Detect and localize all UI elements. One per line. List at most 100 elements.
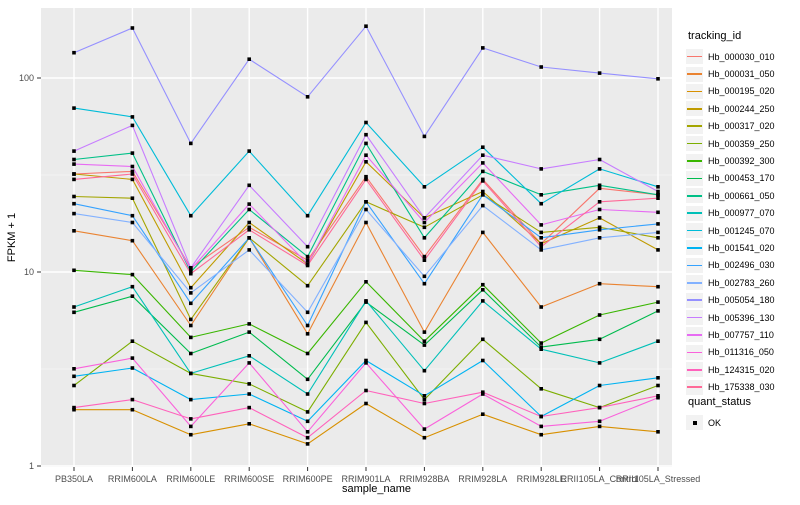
data-point-marker [656, 248, 660, 252]
data-point-marker [422, 274, 427, 279]
legend-item-label: Hb_000031_050 [708, 69, 775, 80]
data-point-marker [422, 216, 427, 220]
data-point-marker [364, 299, 368, 303]
data-point-marker [481, 161, 485, 165]
data-point-marker [305, 258, 310, 262]
x-axis-title: sample_name [342, 483, 411, 495]
data-point-marker [364, 220, 368, 225]
data-point-marker [364, 153, 368, 157]
data-point-marker [189, 271, 193, 276]
black-square-marker-icon [692, 420, 697, 425]
data-point-marker [422, 401, 427, 406]
data-point-marker [539, 223, 543, 227]
data-point-marker [247, 183, 251, 188]
data-point-marker [656, 300, 660, 304]
legend-item-label: Hb_005396_130 [708, 312, 775, 323]
x-tick-label: RRIM600LE [166, 474, 215, 484]
data-point-marker [539, 424, 543, 429]
data-point-marker [189, 141, 193, 146]
data-point-marker [656, 394, 660, 398]
data-point-marker [130, 397, 135, 402]
data-point-marker [247, 236, 251, 240]
data-point-marker [597, 157, 602, 162]
data-point-marker [539, 345, 543, 349]
data-point-marker [130, 196, 135, 200]
data-point-marker [305, 310, 310, 315]
y-tick-label: 100 [19, 73, 34, 83]
data-point-marker [247, 330, 251, 334]
data-point-marker [364, 207, 368, 212]
y-tick-label: 10 [24, 267, 34, 277]
quant-ok-key [686, 415, 703, 431]
legend-color-line-icon [687, 351, 702, 354]
legend-key-swatch [686, 101, 703, 117]
legend-item-label: Hb_000317_020 [708, 121, 775, 132]
x-tick-label: RRIM600SE [224, 474, 274, 484]
legend-color-line-icon [687, 55, 702, 58]
data-point-marker [656, 376, 660, 380]
legend-item: Hb_005396_130 [686, 309, 798, 326]
data-point-marker [656, 185, 660, 189]
data-point-marker [539, 244, 543, 249]
data-point-marker [656, 236, 660, 240]
data-point-marker [597, 361, 602, 365]
x-tick-label: RRIM928BA [399, 474, 449, 484]
data-point-marker [305, 410, 310, 414]
legend-color-line-icon [687, 229, 702, 232]
legend-key-swatch [686, 153, 703, 169]
data-point-marker [305, 95, 310, 99]
data-point-marker [72, 201, 76, 206]
data-point-marker [364, 320, 368, 325]
data-point-marker [247, 361, 251, 365]
data-point-marker [364, 132, 368, 137]
data-point-marker [189, 285, 193, 290]
data-point-marker [130, 115, 135, 119]
legend-item: Hb_175338_030 [686, 378, 798, 395]
legend-item-label: Hb_002783_260 [708, 277, 775, 288]
data-point-marker [364, 120, 368, 125]
legend-color-line-icon [687, 195, 702, 197]
data-point-marker [539, 414, 543, 419]
legend-item: Hb_000977_070 [686, 205, 798, 222]
data-point-marker [189, 213, 193, 218]
legend-color-line-icon [687, 160, 702, 162]
data-point-marker [539, 241, 543, 246]
legend-color-line-icon [687, 142, 702, 145]
data-point-marker [422, 236, 427, 240]
legend-item: Hb_001541_020 [686, 239, 798, 256]
data-point-marker [656, 210, 660, 215]
data-point-marker [364, 160, 368, 164]
data-point-marker [656, 193, 660, 197]
data-point-marker [422, 258, 427, 262]
data-point-marker [72, 162, 76, 166]
x-tick-label: RRIM600PE [283, 474, 333, 484]
data-point-marker [72, 383, 76, 388]
data-point-marker [72, 157, 76, 162]
data-point-marker [130, 339, 135, 343]
tracking-id-legend: tracking_id Hb_000030_010 Hb_000031_050 Hb… [686, 30, 798, 396]
legend-color-line-icon [687, 108, 702, 110]
legend-color-line-icon [687, 247, 702, 249]
data-point-marker [539, 193, 543, 197]
data-point-marker [422, 339, 427, 343]
x-tick-label: RRIM600LA [108, 474, 157, 484]
data-point-marker [189, 432, 193, 437]
legend-title-quant-status: quant_status [688, 396, 751, 408]
legend-item: Hb_000195_020 [686, 83, 798, 100]
data-point-marker [422, 435, 427, 440]
data-point-marker [656, 383, 660, 388]
legend-items: Hb_000030_010 Hb_000031_050 Hb_000195_020 H… [686, 48, 798, 396]
data-point-marker [130, 151, 135, 155]
data-point-marker [130, 238, 135, 243]
data-point-marker [364, 174, 368, 179]
data-point-marker [656, 284, 660, 289]
data-point-marker [72, 268, 76, 273]
data-point-marker [597, 216, 602, 220]
data-point-marker [247, 202, 251, 206]
data-point-marker [656, 189, 660, 194]
data-point-marker [72, 194, 76, 199]
data-point-marker [422, 185, 427, 189]
legend-item-label: Hb_001541_020 [708, 242, 775, 253]
data-point-marker [539, 387, 543, 391]
